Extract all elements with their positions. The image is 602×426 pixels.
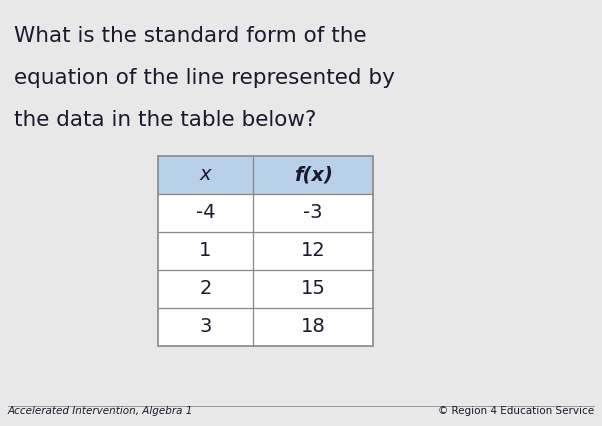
Text: equation of the line represented by: equation of the line represented by — [14, 68, 395, 88]
Text: 2: 2 — [199, 279, 212, 299]
Text: 1: 1 — [199, 242, 212, 261]
Bar — [158, 194, 373, 232]
Text: x: x — [200, 165, 211, 184]
Text: -3: -3 — [303, 204, 323, 222]
Text: What is the standard form of the: What is the standard form of the — [14, 26, 367, 46]
Bar — [158, 308, 373, 346]
Text: 18: 18 — [300, 317, 325, 337]
Text: f(x): f(x) — [294, 165, 332, 184]
Text: 15: 15 — [300, 279, 326, 299]
Text: 3: 3 — [199, 317, 212, 337]
Bar — [158, 270, 373, 308]
Text: Accelerated Intervention, Algebra 1: Accelerated Intervention, Algebra 1 — [8, 406, 193, 416]
Text: -4: -4 — [196, 204, 216, 222]
Text: the data in the table below?: the data in the table below? — [14, 110, 317, 130]
Text: © Region 4 Education Service: © Region 4 Education Service — [438, 406, 594, 416]
Bar — [158, 156, 373, 346]
Text: 12: 12 — [300, 242, 325, 261]
Bar — [158, 232, 373, 270]
Bar — [158, 156, 373, 194]
